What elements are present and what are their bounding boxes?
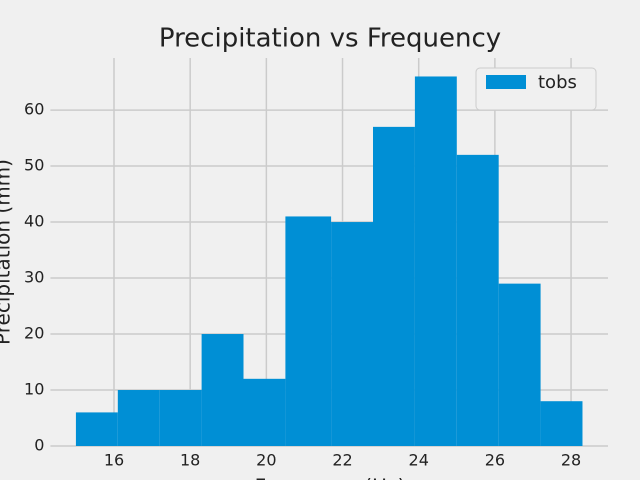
y-tick-label: 20: [24, 324, 44, 343]
bar: [498, 283, 541, 446]
y-tick-label: 60: [24, 100, 44, 119]
bar: [243, 378, 286, 446]
x-tick-label: 20: [256, 451, 276, 470]
x-tick-label: 28: [561, 451, 581, 470]
y-axis-label: Precipitation (mm): [0, 159, 15, 345]
y-tick-label: 0: [34, 436, 44, 455]
x-tick-label: 22: [332, 451, 352, 470]
y-tick-label: 10: [24, 380, 44, 399]
bar: [331, 222, 374, 446]
bar: [540, 401, 583, 446]
x-tick-label: 18: [180, 451, 200, 470]
bar: [117, 390, 160, 446]
y-tick-label: 50: [24, 156, 44, 175]
x-tick-label: 24: [409, 451, 429, 470]
x-tick-label: 16: [104, 451, 124, 470]
chart-title: Precipitation vs Frequency: [159, 24, 501, 54]
legend-swatch: [486, 75, 526, 89]
legend-label: tobs: [538, 72, 577, 93]
bar: [201, 334, 244, 446]
x-axis-label: Frequency (Hz): [255, 475, 406, 480]
bar: [414, 76, 457, 446]
bar: [456, 154, 499, 446]
bar: [159, 390, 202, 446]
bar: [285, 216, 332, 446]
bar: [373, 126, 415, 447]
x-tick-label: 26: [485, 451, 505, 470]
y-tick-label: 40: [24, 212, 44, 231]
bar: [75, 412, 118, 446]
y-tick-label: 30: [24, 268, 44, 287]
